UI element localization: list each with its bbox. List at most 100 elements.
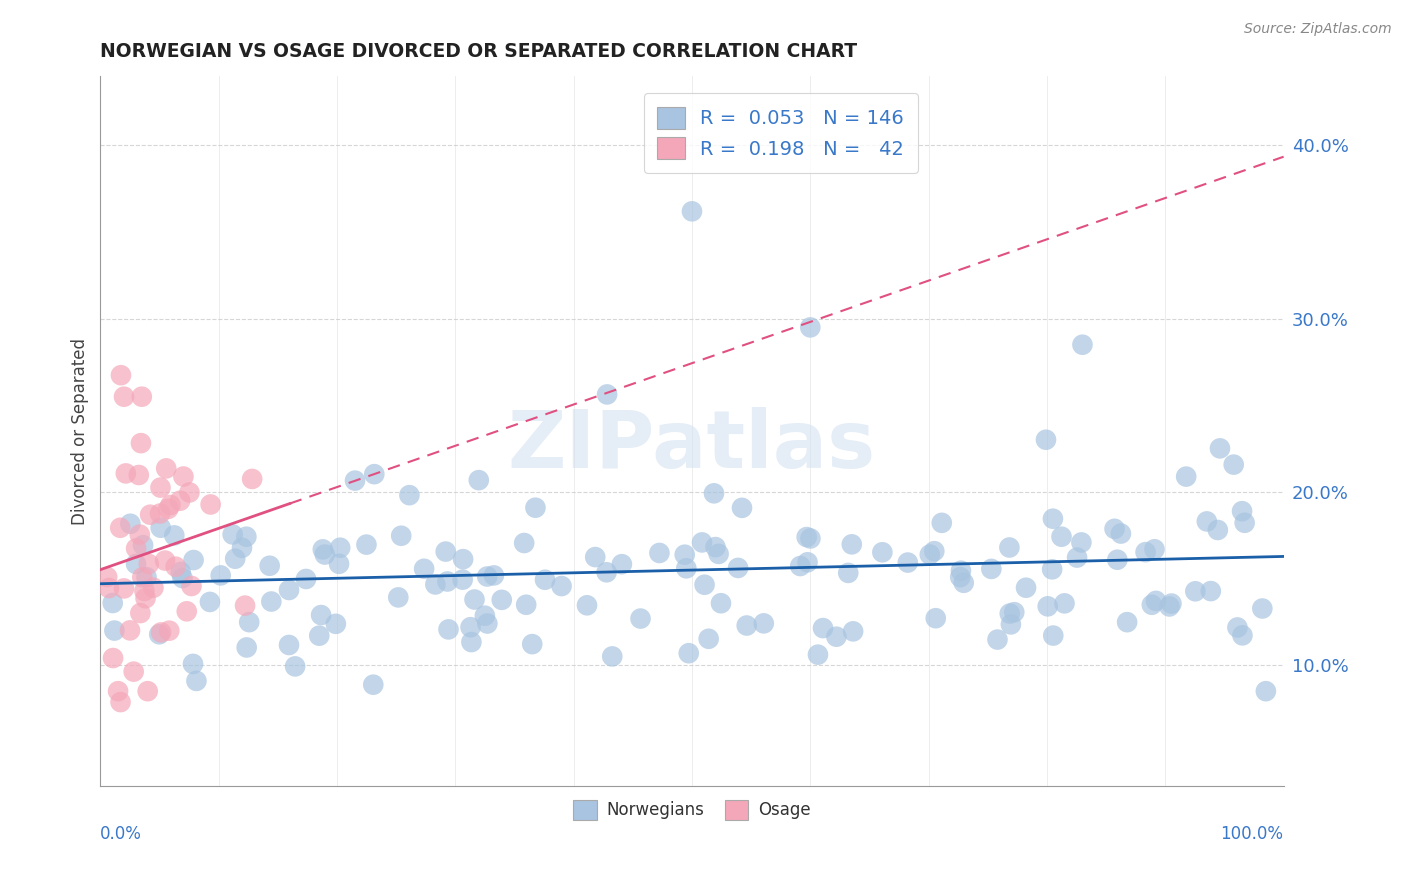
Y-axis label: Divorced or Separated: Divorced or Separated <box>72 338 89 524</box>
Point <box>139 508 162 522</box>
Point <box>1159 599 1181 614</box>
Point <box>735 618 758 632</box>
Point <box>1053 596 1076 610</box>
Point <box>180 579 202 593</box>
Point <box>789 559 811 574</box>
Point <box>703 486 725 500</box>
Point <box>681 204 703 219</box>
Point <box>170 565 193 579</box>
Point <box>1066 550 1088 565</box>
Point <box>811 621 834 635</box>
Point <box>112 582 135 596</box>
Point <box>235 530 257 544</box>
Point <box>134 584 156 599</box>
Point <box>343 474 366 488</box>
Point <box>931 516 953 530</box>
Point <box>159 498 181 512</box>
Point <box>1071 337 1094 351</box>
Point <box>524 500 547 515</box>
Point <box>125 557 148 571</box>
Point <box>1184 584 1206 599</box>
Point <box>648 546 671 560</box>
Point <box>114 467 136 481</box>
Point <box>513 536 536 550</box>
Point <box>122 665 145 679</box>
Point <box>155 461 177 475</box>
Point <box>610 557 633 571</box>
Point <box>176 604 198 618</box>
Point <box>1222 458 1244 472</box>
Point <box>231 541 253 555</box>
Point <box>1254 684 1277 698</box>
Point <box>118 624 141 638</box>
Point <box>949 564 972 578</box>
Point <box>1070 535 1092 549</box>
Point <box>200 498 222 512</box>
Point <box>278 582 301 597</box>
Point <box>583 550 606 565</box>
Point <box>149 507 172 521</box>
Point <box>259 558 281 573</box>
Point <box>131 570 153 584</box>
Point <box>129 606 152 620</box>
Point <box>112 390 135 404</box>
Point <box>924 544 946 558</box>
Point <box>363 467 385 482</box>
Point <box>1195 515 1218 529</box>
Point <box>221 527 243 541</box>
Point <box>148 627 170 641</box>
Point <box>477 569 499 583</box>
Point <box>575 599 598 613</box>
Point <box>413 562 436 576</box>
Point <box>1116 615 1139 630</box>
Point <box>125 541 148 556</box>
Point <box>1160 597 1182 611</box>
Point <box>1233 516 1256 530</box>
Point <box>825 630 848 644</box>
Point <box>163 528 186 542</box>
Point <box>596 387 619 401</box>
Point <box>128 468 150 483</box>
Point <box>103 624 125 638</box>
Point <box>986 632 1008 647</box>
Point <box>1232 628 1254 642</box>
Point <box>165 559 187 574</box>
Point <box>98 581 121 595</box>
Text: 0.0%: 0.0% <box>100 824 142 843</box>
Point <box>398 488 420 502</box>
Text: Source: ZipAtlas.com: Source: ZipAtlas.com <box>1244 22 1392 37</box>
Point <box>1175 469 1198 483</box>
Point <box>980 562 1002 576</box>
Point <box>172 571 194 585</box>
Point <box>172 469 194 483</box>
Point <box>179 485 201 500</box>
Point <box>949 570 972 584</box>
Point <box>1000 617 1022 632</box>
Point <box>1209 442 1232 456</box>
Point <box>149 521 172 535</box>
Point <box>96 570 118 584</box>
Point <box>707 547 730 561</box>
Point <box>135 570 157 584</box>
Point <box>595 566 617 580</box>
Point <box>169 493 191 508</box>
Point <box>101 651 124 665</box>
Point <box>998 607 1021 621</box>
Point <box>136 684 159 698</box>
Point <box>224 551 246 566</box>
Point <box>132 538 155 552</box>
Point <box>361 678 384 692</box>
Point <box>138 557 160 571</box>
Point <box>312 542 335 557</box>
Point <box>463 592 485 607</box>
Point <box>101 596 124 610</box>
Point <box>425 577 447 591</box>
Point <box>807 648 830 662</box>
Point <box>731 500 754 515</box>
Point <box>131 390 153 404</box>
Point <box>183 553 205 567</box>
Point <box>1230 504 1253 518</box>
Point <box>918 548 941 562</box>
Point <box>1206 523 1229 537</box>
Point <box>260 594 283 608</box>
